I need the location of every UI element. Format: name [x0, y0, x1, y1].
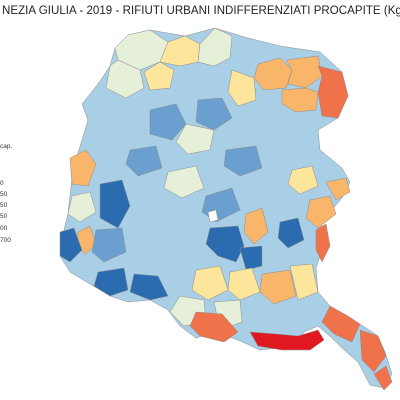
area-coast-orange-3	[359, 329, 387, 373]
map-title: NEZIA GIULIA - 2019 - RIFIUTI URBANI IND…	[2, 5, 400, 17]
area-central-3	[175, 123, 215, 155]
legend-label-1: 0	[0, 180, 4, 187]
area-coast-orange-2	[321, 305, 361, 343]
area-lagoon-red	[249, 329, 325, 351]
area-north-central-2	[197, 27, 233, 67]
area-south-dark-2	[129, 273, 169, 301]
area-east-orange-2	[325, 177, 351, 201]
area-west-orange-1	[69, 149, 97, 187]
area-west-green	[67, 191, 97, 223]
area-coast-orange-4	[373, 365, 393, 391]
legend-label-4: 50	[0, 213, 8, 220]
area-central-2	[195, 97, 233, 131]
legend-label-5: 00	[0, 225, 8, 232]
area-central-1	[149, 103, 187, 141]
area-north-east-3	[317, 65, 349, 119]
area-south-yellow-2	[227, 267, 261, 301]
area-west-dark-2	[59, 227, 83, 263]
area-south-yellow-4	[289, 263, 319, 301]
area-north-yellow-1	[227, 69, 257, 107]
area-coast-orange-1	[189, 311, 239, 343]
area-north-green	[105, 59, 145, 99]
area-east-orange-3	[305, 195, 337, 229]
legend-label-2: 50	[0, 191, 8, 198]
area-south-dark-1	[93, 267, 129, 297]
area-north-west-mountains	[114, 29, 169, 71]
area-west-dark-1	[99, 179, 131, 229]
area-north-yellow-2	[143, 61, 175, 91]
area-east-red-strip	[315, 223, 331, 263]
area-central-5	[125, 145, 163, 177]
area-central-dark-1	[205, 225, 245, 263]
area-east-orange-1	[243, 207, 269, 245]
area-east-dark-1	[277, 217, 305, 249]
area-east-yellow-1	[287, 165, 319, 195]
area-south-yellow-3	[259, 269, 297, 305]
area-west-mid	[91, 227, 127, 263]
area-central-6	[163, 165, 205, 199]
area-central-4	[223, 145, 263, 177]
area-north-east-4	[281, 87, 319, 113]
legend-label-3: 50	[0, 202, 8, 209]
area-white-hole	[207, 209, 219, 223]
area-central-dark-2	[239, 245, 263, 271]
legend-title: cap.	[0, 143, 13, 150]
legend-label-6: 700	[0, 237, 11, 244]
area-south-yellow-1	[191, 265, 229, 301]
